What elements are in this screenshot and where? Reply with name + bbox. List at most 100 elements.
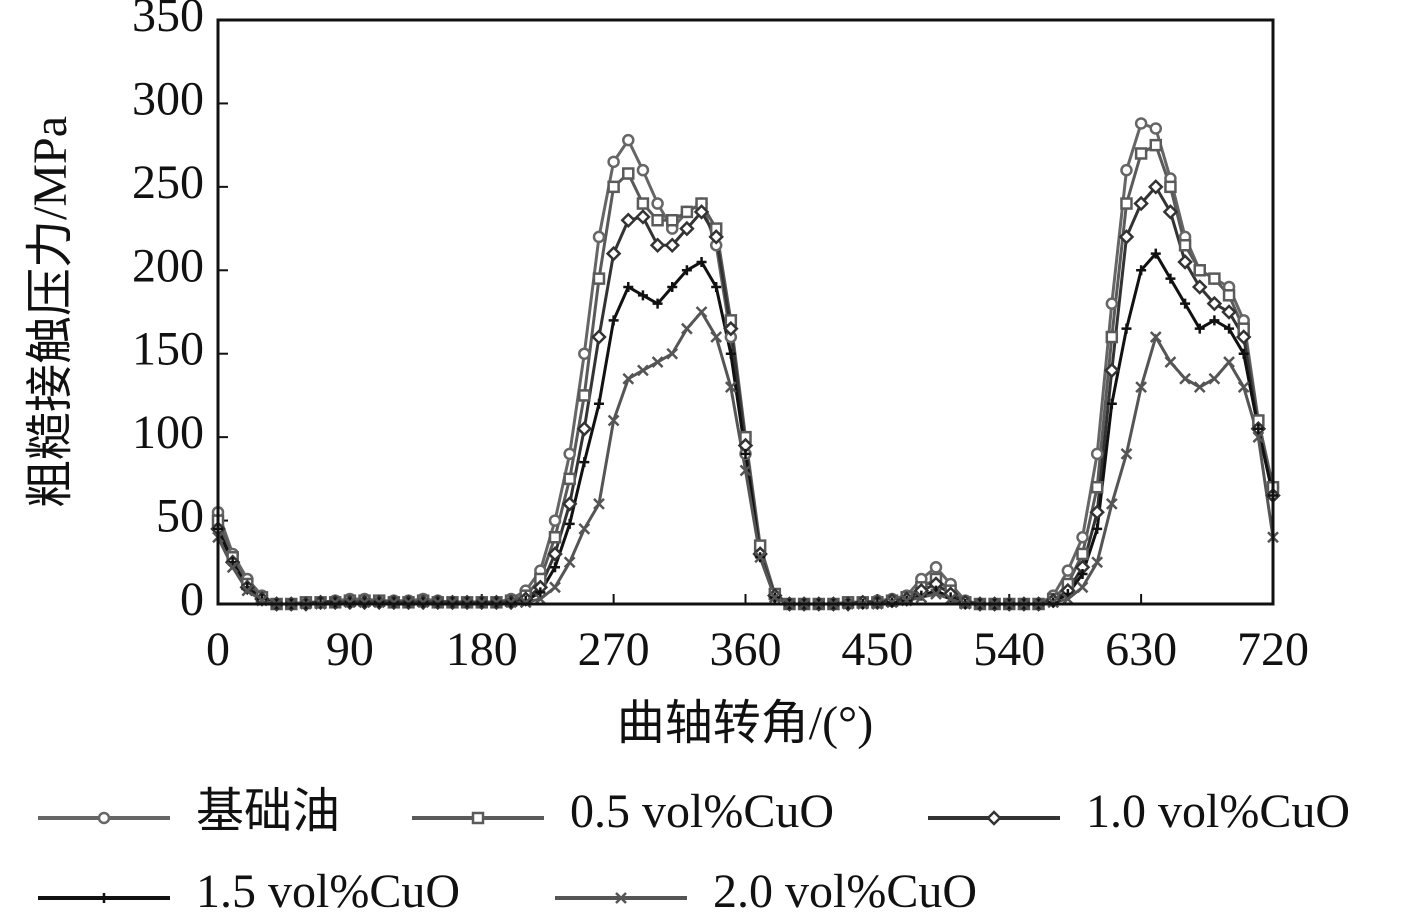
- marker: [1178, 239, 1192, 252]
- marker: [1077, 568, 1088, 579]
- marker: [651, 197, 664, 210]
- y-tick-label: 50: [156, 490, 204, 543]
- marker: [1150, 248, 1161, 259]
- marker: [666, 347, 679, 360]
- marker: [667, 281, 678, 292]
- y-tick-label: 300: [132, 72, 204, 125]
- marker: [519, 596, 532, 609]
- marker: [329, 596, 342, 609]
- marker: [226, 561, 239, 574]
- marker: [708, 229, 724, 245]
- marker: [637, 290, 648, 301]
- marker: [592, 230, 606, 244]
- x-tick-label: 450: [841, 623, 913, 676]
- marker: [929, 561, 943, 574]
- marker: [681, 265, 692, 276]
- marker: [622, 133, 635, 147]
- marker: [607, 180, 620, 194]
- marker: [740, 448, 751, 459]
- x-tick-label: 630: [1105, 623, 1177, 676]
- marker: [1222, 289, 1236, 302]
- marker: [576, 421, 593, 437]
- x-axis-label: 曲轴转角/(°): [617, 697, 874, 750]
- marker: [1164, 180, 1177, 194]
- marker: [1134, 117, 1148, 130]
- legend-label: 0.5 vol%CuO: [570, 785, 834, 838]
- marker: [490, 596, 503, 609]
- x-tick-label: 0: [206, 623, 230, 676]
- marker: [561, 496, 578, 512]
- marker: [681, 322, 693, 335]
- marker: [710, 331, 723, 343]
- marker: [343, 596, 356, 609]
- marker: [461, 596, 473, 609]
- marker: [548, 531, 562, 544]
- legend-marker: [471, 811, 485, 825]
- marker: [1104, 362, 1120, 379]
- marker: [1120, 447, 1133, 460]
- marker: [431, 596, 444, 609]
- marker: [1194, 323, 1205, 334]
- marker: [563, 556, 576, 569]
- marker: [605, 245, 622, 262]
- legend-label: 1.5 vol%CuO: [196, 865, 460, 918]
- marker: [1092, 523, 1103, 534]
- legend-label: 2.0 vol%CuO: [713, 865, 977, 918]
- marker: [1134, 147, 1148, 160]
- marker: [664, 237, 681, 254]
- marker: [1135, 381, 1148, 393]
- marker: [1191, 279, 1208, 295]
- marker: [592, 272, 606, 285]
- y-tick-label: 250: [132, 156, 204, 209]
- marker: [725, 348, 736, 359]
- marker: [1120, 163, 1133, 177]
- marker: [649, 237, 666, 254]
- x-tick-label: 90: [326, 623, 374, 676]
- marker: [1164, 356, 1177, 368]
- x-tick-label: 540: [973, 623, 1045, 676]
- marker: [1149, 122, 1163, 135]
- marker: [1223, 356, 1235, 368]
- marker: [1193, 264, 1206, 277]
- legend-marker: [986, 810, 1002, 826]
- marker: [1208, 272, 1221, 285]
- marker: [1061, 593, 1074, 605]
- marker: [622, 372, 635, 385]
- marker: [622, 167, 635, 180]
- marker: [768, 591, 781, 604]
- marker: [564, 518, 575, 529]
- y-tick-label: 200: [132, 239, 204, 292]
- marker: [695, 306, 708, 318]
- y-tick-label: 0: [180, 573, 204, 626]
- marker: [1177, 254, 1193, 270]
- marker: [563, 447, 576, 461]
- marker: [593, 398, 604, 409]
- marker: [241, 584, 254, 597]
- marker: [696, 256, 707, 267]
- marker: [886, 596, 898, 609]
- marker: [1076, 531, 1089, 544]
- marker: [578, 523, 591, 535]
- marker: [1090, 480, 1104, 494]
- marker: [1237, 381, 1250, 393]
- marker: [1253, 423, 1264, 434]
- marker: [387, 596, 400, 609]
- legend-label: 基础油: [196, 785, 340, 838]
- marker: [358, 596, 371, 609]
- series-line: [216, 121, 1275, 606]
- marker: [723, 320, 739, 337]
- y-tick-label: 150: [132, 323, 204, 376]
- y-tick-label: 350: [132, 0, 204, 42]
- marker: [651, 356, 664, 368]
- marker: [402, 596, 415, 609]
- marker: [549, 581, 561, 594]
- marker: [591, 329, 607, 345]
- marker: [724, 381, 737, 393]
- x-tick-label: 180: [446, 623, 518, 676]
- marker: [1105, 297, 1119, 310]
- marker: [578, 389, 591, 402]
- marker: [1224, 323, 1235, 334]
- marker: [475, 596, 488, 609]
- marker: [505, 596, 517, 609]
- marker: [1209, 315, 1220, 326]
